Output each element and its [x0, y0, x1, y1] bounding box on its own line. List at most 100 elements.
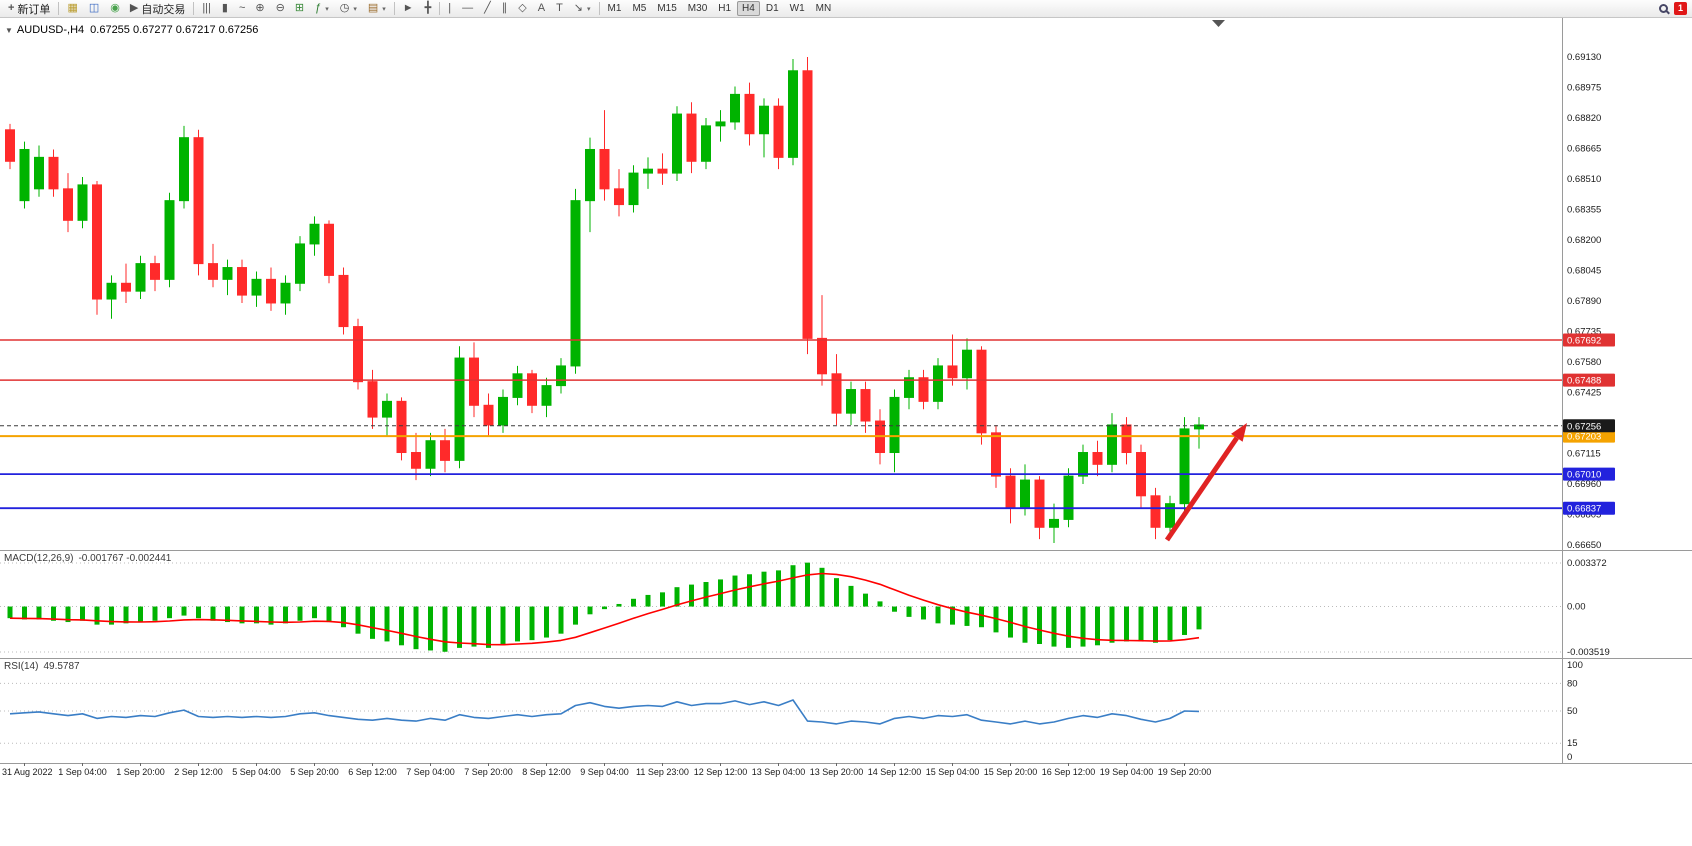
profiles-button[interactable]: ◫ [84, 1, 104, 17]
new-order-button[interactable]: + 新订单 [3, 1, 55, 17]
macd-bar [616, 603, 622, 607]
candle [773, 98, 784, 170]
trendline-icon: ╱ [484, 2, 491, 14]
candle [730, 86, 740, 130]
candle [846, 381, 856, 425]
svg-text:15 Sep 20:00: 15 Sep 20:00 [984, 767, 1038, 777]
zoom-out-icon: ⊖ [275, 2, 285, 14]
svg-text:7 Sep 04:00: 7 Sep 04:00 [406, 767, 455, 777]
charts-grid-button[interactable]: ▦ [62, 1, 82, 17]
macd-bar [196, 606, 201, 619]
candle [918, 369, 929, 410]
timeframe-d1-button[interactable]: D1 [765, 3, 779, 14]
timeframe-m1-button[interactable]: M1 [607, 3, 622, 14]
timeframe-group: M1 M5 M15 M30 H1 H4 D1 W1 MN [603, 1, 837, 16]
candle [266, 267, 276, 311]
candle [150, 255, 160, 292]
candle [19, 141, 30, 209]
chart-shift-marker-icon[interactable] [1212, 20, 1225, 27]
text-button[interactable]: A [533, 1, 550, 17]
svg-text:0.68665: 0.68665 [1567, 144, 1601, 155]
templates-button[interactable]: ▤ ▾ [363, 1, 391, 17]
timeframe-m15-button[interactable]: M15 [657, 3, 677, 14]
candle [628, 165, 639, 213]
toolbar-separator [393, 2, 395, 15]
chart-type-group: ||| ▮ ~ [197, 1, 250, 17]
shapes-button[interactable]: ◇ [513, 1, 531, 17]
line-chart-button[interactable]: ~ [234, 1, 250, 17]
vertical-line-button[interactable]: | [443, 1, 456, 17]
candle [701, 118, 711, 170]
notification-badge[interactable]: 1 [1674, 2, 1687, 15]
candle [527, 369, 537, 414]
candle [382, 393, 392, 437]
macd-bar [138, 606, 143, 623]
indicators-button[interactable]: ƒ ▾ [310, 1, 334, 17]
toolbar-separator [58, 2, 60, 15]
channel-button[interactable]: ∥ [497, 1, 513, 17]
zoom-in-icon: ⊕ [255, 2, 265, 14]
candle [454, 346, 465, 469]
search-icon[interactable] [1659, 4, 1668, 13]
crosshair-button[interactable]: ╋ [420, 1, 437, 17]
macd-bar [268, 606, 274, 625]
macd-bar [1095, 606, 1100, 646]
svg-text:0.003372: 0.003372 [1567, 558, 1607, 569]
timeframe-m30-button[interactable]: M30 [687, 3, 708, 14]
data-window-button[interactable]: ◉ [105, 1, 125, 17]
svg-text:0.67203: 0.67203 [1567, 432, 1601, 443]
svg-text:0.68200: 0.68200 [1567, 235, 1601, 246]
macd-bar [558, 606, 564, 634]
auto-trading-button[interactable]: ▶ 自动交易 [125, 1, 190, 17]
macd-bar [355, 606, 361, 634]
trendline-button[interactable]: ╱ [479, 1, 496, 17]
macd-bar [413, 606, 419, 650]
svg-text:0.67735: 0.67735 [1567, 327, 1601, 338]
timeframe-m5-button[interactable]: M5 [632, 3, 647, 14]
svg-text:5 Sep 04:00: 5 Sep 04:00 [232, 767, 281, 777]
zoom-out-button[interactable]: ⊖ [271, 1, 290, 17]
svg-text:0.69130: 0.69130 [1567, 52, 1601, 63]
candle [295, 236, 305, 292]
candle [34, 145, 44, 197]
dropdown-caret-icon: ▾ [325, 5, 329, 13]
horizontal-line-icon: — [462, 2, 474, 14]
candle [396, 397, 407, 461]
time-axis: 31 Aug 2022 1 Sep 04:00 1 Sep 20:00 2 Sep 1… [2, 763, 1211, 777]
dropdown-caret-icon: ▾ [382, 5, 386, 13]
candle [92, 180, 102, 315]
candle [193, 129, 204, 276]
macd-bar [906, 606, 912, 617]
macd-bar [979, 606, 984, 628]
timeframe-h1-button[interactable]: H1 [718, 3, 732, 14]
collapse-ohlc-icon[interactable]: ▼ [5, 26, 13, 35]
candle [1107, 413, 1117, 473]
candle [77, 177, 88, 229]
macd-bar [761, 571, 767, 607]
text-label-button[interactable]: T [551, 1, 568, 17]
zoom-in-button[interactable]: ⊕ [250, 1, 269, 17]
candles-chart-button[interactable]: ▮ [217, 1, 233, 17]
trend-arrow-annotation[interactable] [1164, 423, 1247, 542]
candle [556, 358, 566, 394]
macd-bar [486, 606, 491, 648]
dropdown-caret-icon: ▾ [587, 5, 591, 13]
cursor-button[interactable]: ► [398, 1, 419, 17]
timeframe-mn-button[interactable]: MN [815, 3, 832, 14]
arrows-tool-button[interactable]: ↘ ▾ [569, 1, 596, 17]
periods-button[interactable]: ◷ ▾ [335, 1, 362, 17]
tile-windows-button[interactable]: ⊞ [290, 1, 309, 17]
horizontal-line-button[interactable]: — [457, 1, 478, 17]
macd-bar [500, 606, 506, 646]
toolbar-separator [193, 2, 195, 15]
macd-bar [892, 606, 897, 612]
macd-bar [877, 601, 883, 607]
candle [541, 377, 552, 418]
candle [1063, 468, 1074, 528]
timeframe-h4-button[interactable]: H4 [737, 1, 760, 16]
timeframe-w1-button[interactable]: W1 [789, 3, 805, 14]
macd-indicator-name: MACD(12,26,9) [4, 553, 74, 564]
svg-text:0.67580: 0.67580 [1567, 357, 1601, 368]
bars-chart-button[interactable]: ||| [197, 1, 216, 17]
